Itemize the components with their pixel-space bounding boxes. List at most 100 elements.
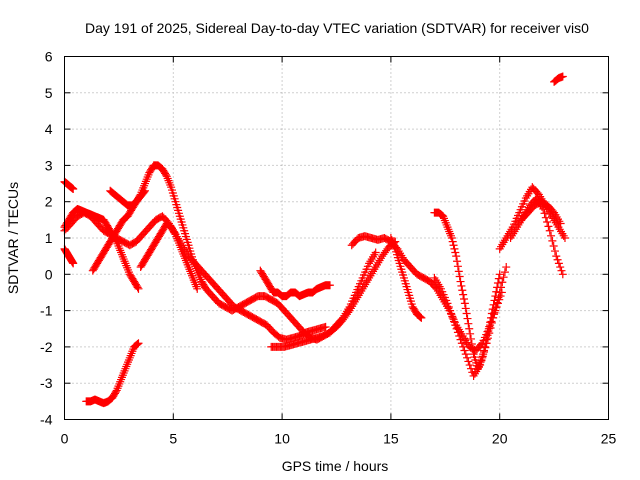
x-tick-label: 20 [492, 431, 508, 447]
axis-tick-labels: 0 5 10 15 20 25 -4 -3 -2 -1 0 1 2 3 4 5 6 [40, 49, 616, 447]
data-point [482, 339, 491, 348]
data-point [461, 304, 470, 313]
data-point [133, 339, 142, 348]
data-point [490, 308, 499, 317]
data-point [486, 324, 495, 333]
data-point [487, 318, 496, 327]
data-point [111, 387, 120, 396]
x-axis-label: GPS time / hours [282, 458, 389, 474]
data-point [466, 329, 475, 338]
data-point [321, 322, 330, 331]
data-point [467, 339, 476, 348]
x-tick-label: 0 [61, 431, 69, 447]
data-point [416, 313, 425, 322]
data-point [140, 187, 149, 196]
data-point [468, 345, 477, 354]
series-trace-8 [136, 219, 202, 293]
data-point [446, 306, 455, 315]
data-points [60, 72, 569, 408]
data-point [502, 263, 511, 272]
axis-ticks [64, 56, 609, 420]
data-point [132, 340, 141, 349]
data-point [552, 252, 561, 261]
data-point [485, 329, 494, 338]
data-point [556, 219, 565, 228]
data-point [456, 277, 465, 286]
series-trace-3 [60, 244, 78, 268]
data-point [463, 353, 472, 362]
data-point [477, 356, 486, 365]
data-point [170, 228, 179, 237]
data-point [463, 314, 472, 323]
y-tick-label: 6 [45, 49, 53, 65]
plot-frame [64, 56, 609, 420]
data-point [558, 72, 567, 81]
data-point [466, 334, 475, 343]
data-point [495, 288, 504, 297]
data-point [464, 319, 473, 328]
data-point [550, 247, 559, 256]
data-point [547, 231, 556, 240]
data-point [491, 303, 500, 312]
data-point [443, 299, 452, 308]
y-tick-label: 4 [45, 121, 53, 137]
series-trace-18 [550, 72, 567, 86]
data-point [558, 270, 567, 279]
data-point [451, 321, 460, 330]
data-point [492, 287, 501, 296]
data-point [453, 262, 462, 271]
y-tick-label: 2 [45, 194, 53, 210]
y-tick-label: -1 [40, 303, 53, 319]
data-point [498, 278, 507, 287]
data-point [540, 209, 549, 218]
data-point [465, 324, 474, 333]
data-point [448, 313, 457, 322]
data-point [452, 324, 461, 333]
data-point [481, 343, 490, 352]
data-point [371, 248, 380, 257]
data-point [453, 257, 462, 266]
data-point [455, 272, 464, 281]
data-point [450, 244, 459, 253]
data-point [554, 259, 563, 268]
data-point [557, 266, 566, 275]
data-point [464, 357, 473, 366]
chart-title: Day 191 of 2025, Sidereal Day-to-day VTE… [85, 20, 589, 36]
data-point [489, 313, 498, 322]
y-tick-label: 3 [45, 157, 53, 173]
x-tick-label: 5 [169, 431, 177, 447]
data-point [415, 312, 424, 321]
data-point [560, 234, 569, 242]
data-point [133, 283, 142, 292]
data-point [457, 281, 466, 290]
x-tick-label: 15 [383, 431, 399, 447]
series-trace-9 [256, 266, 334, 301]
data-point [500, 268, 509, 277]
data-point [541, 213, 550, 222]
series-trace-11 [347, 232, 506, 355]
data-point [460, 294, 469, 303]
y-tick-label: -3 [40, 375, 53, 391]
data-point [452, 252, 461, 261]
data-point [161, 170, 170, 179]
grid [64, 56, 609, 420]
data-point [462, 309, 471, 318]
data-point [447, 234, 456, 242]
series-trace-14 [430, 263, 511, 380]
data-point [497, 283, 506, 292]
data-point [476, 361, 485, 370]
data-point [325, 281, 334, 290]
series-trace-12 [386, 234, 426, 322]
data-point [543, 218, 552, 227]
y-axis-label: SDTVAR / TECUs [5, 182, 21, 294]
data-point [459, 342, 468, 351]
data-point [456, 335, 465, 344]
data-point [458, 286, 467, 295]
data-point [494, 293, 503, 302]
data-point [451, 248, 460, 257]
y-tick-label: 0 [45, 266, 53, 282]
data-point [483, 334, 492, 343]
data-point [493, 298, 502, 307]
data-point [544, 222, 553, 231]
